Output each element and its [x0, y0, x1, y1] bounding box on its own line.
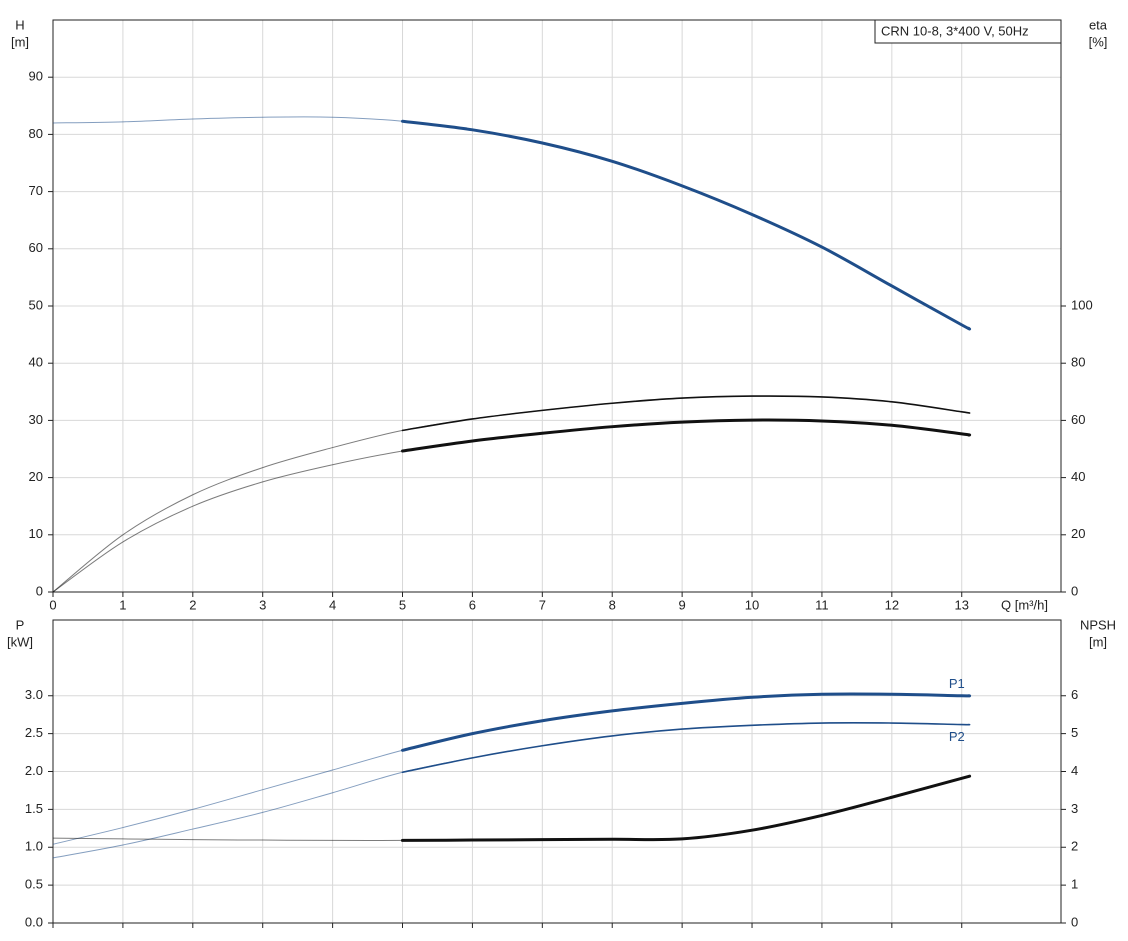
y-tick-label: 20: [29, 469, 43, 484]
curve-operating: [401, 774, 972, 842]
y2-axis-label: [m]: [1089, 634, 1107, 649]
x-axis-label: Q [m³/h]: [1001, 597, 1048, 612]
curve: [52, 395, 971, 593]
curve: [52, 693, 971, 845]
y-tick-label: 1.0: [25, 839, 43, 854]
y2-tick-label: 0: [1071, 583, 1078, 598]
y2-axis-label: [%]: [1089, 34, 1108, 49]
y2-tick-label: 2: [1071, 839, 1078, 854]
y-axis-label: [kW]: [7, 634, 33, 649]
series-label: P1: [949, 676, 965, 691]
curve-operating: [401, 395, 971, 432]
y-tick-label: 30: [29, 412, 43, 427]
y2-tick-label: 0: [1071, 914, 1078, 929]
y2-tick-label: 6: [1071, 687, 1078, 702]
y-tick-label: 40: [29, 355, 43, 370]
y-tick-label: 60: [29, 240, 43, 255]
y-tick-label: 2.0: [25, 763, 43, 778]
x-tick-label: 1: [119, 597, 126, 612]
x-tick-label: 12: [885, 597, 899, 612]
y2-tick-label: 4: [1071, 763, 1078, 778]
curve-operating: [401, 418, 972, 453]
curve-operating: [401, 119, 972, 331]
x-tick-label: 9: [679, 597, 686, 612]
y-tick-label: 90: [29, 69, 43, 84]
curve-operating: [401, 721, 971, 774]
y-tick-label: 0: [36, 583, 43, 598]
title-box: [874, 19, 1062, 44]
y-axis-label: H: [15, 17, 24, 32]
y-tick-label: 1.5: [25, 801, 43, 816]
chart-title: CRN 10-8, 3*400 V, 50Hz: [881, 23, 1029, 38]
y-tick-label: 3.0: [25, 687, 43, 702]
x-tick-label: 8: [609, 597, 616, 612]
curve-operating: [401, 692, 972, 752]
x-tick-label: 4: [329, 597, 336, 612]
x-tick-label: 7: [539, 597, 546, 612]
x-tick-label: 10: [745, 597, 759, 612]
curve: [52, 775, 971, 841]
y-tick-label: 2.5: [25, 725, 43, 740]
y2-tick-label: 60: [1071, 412, 1085, 427]
series-label: P2: [949, 729, 965, 744]
y2-tick-label: 100: [1071, 297, 1093, 312]
y2-tick-label: 40: [1071, 469, 1085, 484]
curve: [52, 722, 971, 859]
x-tick-label: 0: [49, 597, 56, 612]
y2-tick-label: 80: [1071, 355, 1085, 370]
y2-axis-label: eta: [1089, 17, 1108, 32]
curve: [52, 419, 971, 593]
y-tick-label: 10: [29, 526, 43, 541]
x-tick-label: 13: [955, 597, 969, 612]
y-tick-label: 80: [29, 126, 43, 141]
y-tick-label: 50: [29, 297, 43, 312]
x-tick-label: 11: [815, 597, 829, 612]
x-tick-label: 5: [399, 597, 406, 612]
y-tick-label: 0.5: [25, 877, 43, 892]
curve: [52, 116, 971, 330]
y-tick-label: 70: [29, 183, 43, 198]
plot-frame: [52, 19, 1062, 593]
y2-tick-label: 1: [1071, 877, 1078, 892]
y-axis-label: P: [16, 617, 25, 632]
x-tick-label: 2: [189, 597, 196, 612]
plot-frame: [52, 619, 1062, 924]
y2-tick-label: 20: [1071, 526, 1085, 541]
y-axis-label: [m]: [11, 34, 29, 49]
y2-tick-label: 5: [1071, 725, 1078, 740]
y2-tick-label: 3: [1071, 801, 1078, 816]
x-tick-label: 6: [469, 597, 476, 612]
y2-axis-label: NPSH: [1080, 617, 1116, 632]
y-tick-label: 0.0: [25, 914, 43, 929]
x-tick-label: 3: [259, 597, 266, 612]
